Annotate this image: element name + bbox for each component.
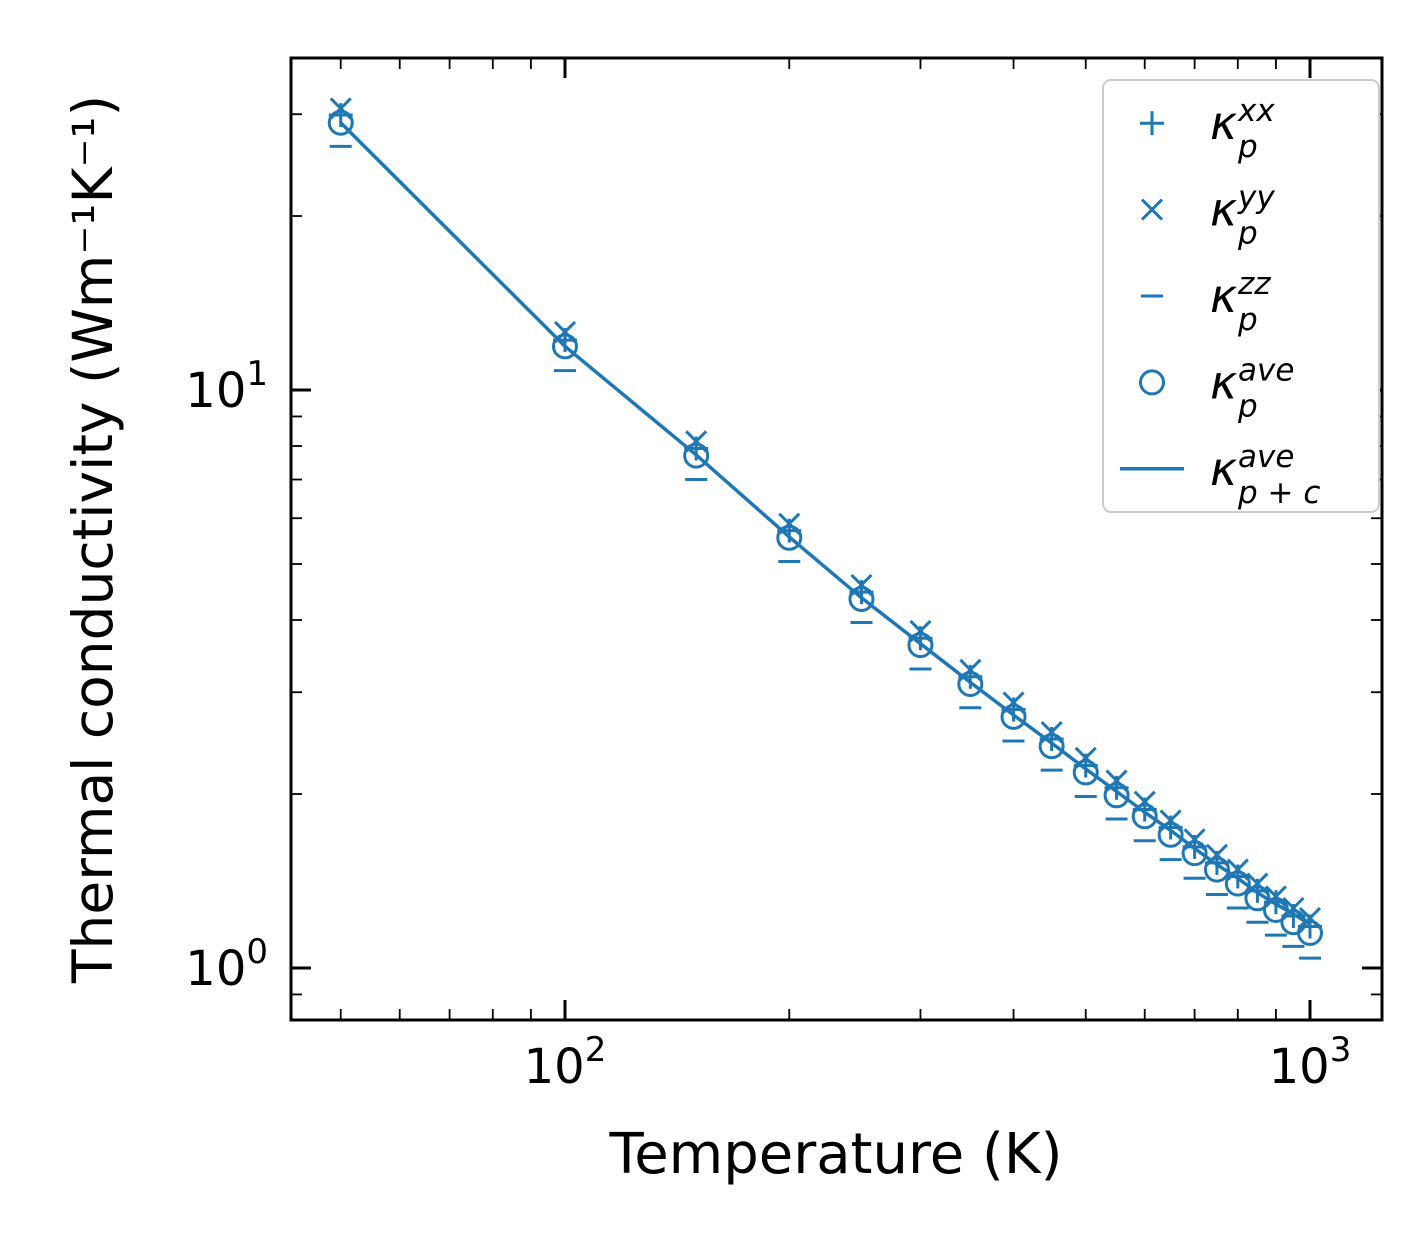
svg-text:p: p: [1237, 388, 1258, 424]
svg-text:p: p: [1237, 302, 1258, 338]
legend-marker-plus-icon: [1140, 111, 1164, 136]
legend-box: [1102, 79, 1380, 513]
svg-text:ave: ave: [1238, 352, 1294, 388]
legend-label: κ: [1210, 355, 1237, 409]
legend-label: κ: [1210, 96, 1237, 150]
series-kappa_p_zz: [329, 144, 1321, 960]
svg-text:p: p: [1237, 129, 1258, 165]
y-tick-label: 101: [185, 354, 268, 419]
plot-border: [289, 56, 1384, 1022]
svg-text:yy: yy: [1237, 180, 1275, 216]
legend-label: κ: [1210, 442, 1237, 496]
svg-text:p: p: [1237, 216, 1258, 252]
legend-marker-circle-icon: [1139, 369, 1165, 396]
svg-text:p + c: p + c: [1237, 475, 1320, 511]
legend-label: κ: [1210, 269, 1237, 323]
legend-entry-kappa_p_zz: κ zzp: [1141, 266, 1271, 338]
y-axis-title: Thermal conductivity (Wm⁻¹K⁻¹): [61, 94, 125, 984]
legend-label: κ: [1210, 183, 1237, 237]
svg-text:xx: xx: [1237, 93, 1275, 129]
svg-text:zz: zz: [1237, 266, 1271, 302]
legend-marker-cross-icon: [1140, 198, 1164, 221]
x-axis-title: Temperature (K): [609, 1122, 1063, 1187]
x-tick-label: 102: [524, 1030, 607, 1095]
series-kappa_p_ave: [327, 109, 1323, 946]
tick-labels: 102 103 100 101: [185, 354, 1351, 1095]
y-tick-label: 100: [185, 932, 268, 997]
legend-entry-kappa_p_yy: κ yyp: [1140, 180, 1275, 252]
legend-entry-kappa_p_xx: κ xxp: [1140, 93, 1275, 165]
axis-ticks: [291, 58, 1382, 1020]
svg-text:ave: ave: [1238, 439, 1294, 475]
x-tick-label: 103: [1269, 1030, 1352, 1095]
